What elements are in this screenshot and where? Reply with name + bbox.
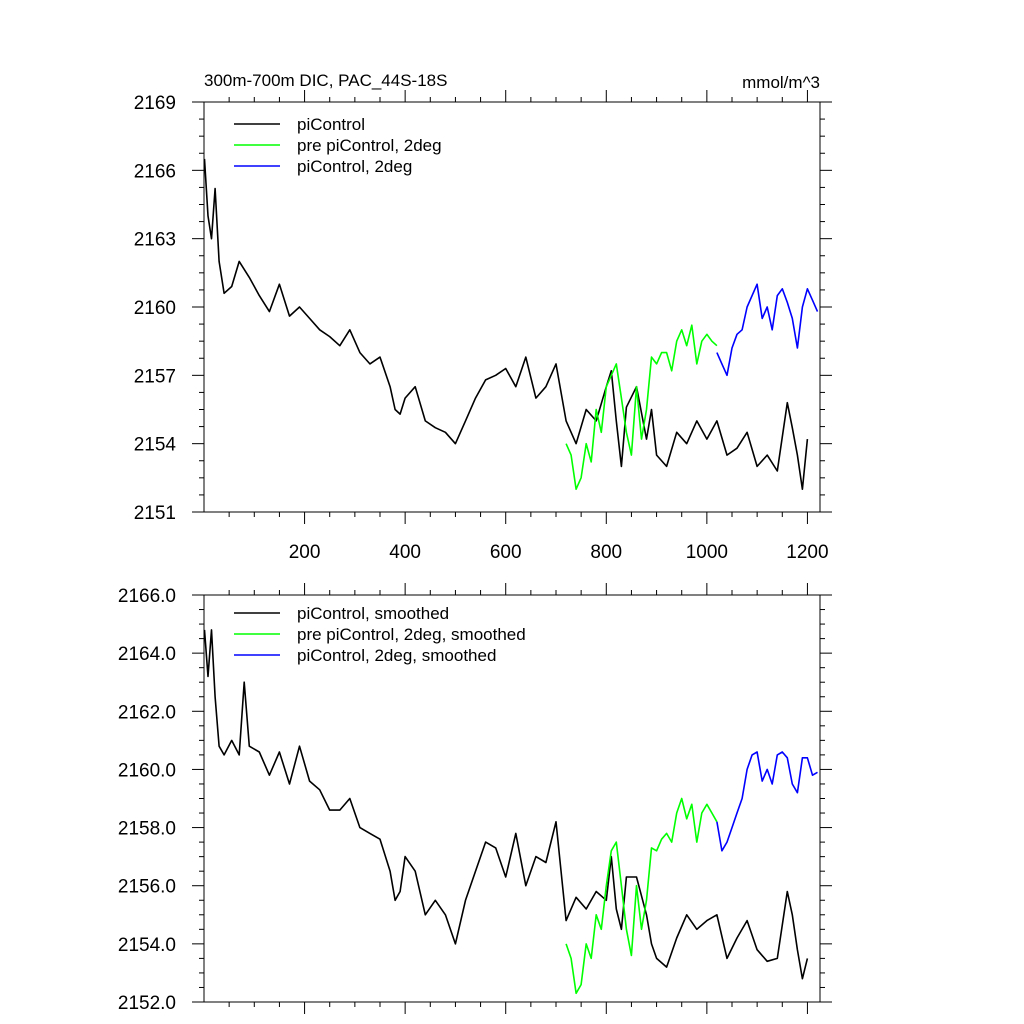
legend-label: pre piControl, 2deg, smoothed [297, 625, 526, 644]
x-tick-label: 1200 [786, 542, 828, 563]
x-tick-label: 200 [289, 542, 321, 563]
y-tick-label: 2154.0 [118, 935, 176, 956]
axis-ticks: 2152.0 2154.0 2156.0 2158.0 2160.0 2162.0 2164… [118, 583, 832, 1014]
y-tick-label: 2166.0 [118, 586, 176, 607]
x-tick-label: 800 [590, 542, 622, 563]
legend: piControl, smoothed pre piControl, 2deg, … [234, 604, 526, 665]
y-tick-label: 2156.0 [118, 877, 176, 898]
y-tick-label: 2158.0 [118, 819, 176, 840]
series-line-0 [203, 158, 809, 491]
x-tick-label: 400 [389, 542, 421, 563]
legend-label: piControl, smoothed [297, 604, 449, 623]
panel-raw: 300m-700m DIC, PAC_44S-18S mmol/m^3 200 4… [134, 71, 832, 563]
series-line-1 [565, 324, 718, 491]
x-tick-label: 1000 [686, 542, 728, 563]
legend-label: piControl, 2deg, smoothed [297, 646, 496, 665]
series-line-1 [565, 797, 718, 995]
series-line-2 [716, 751, 818, 852]
y-tick-label: 2157 [134, 366, 176, 387]
y-tick-label: 2164.0 [118, 644, 176, 665]
y-tick-label: 2160 [134, 298, 176, 319]
series-group [203, 629, 818, 995]
legend-label: piControl [297, 115, 365, 134]
y-tick-label: 2166 [134, 161, 176, 182]
y-tick-label: 2163 [134, 230, 176, 251]
legend-label: pre piControl, 2deg [297, 136, 442, 155]
panel-smoothed: 2152.0 2154.0 2156.0 2158.0 2160.0 2162.0 2164… [118, 583, 832, 1014]
series-group [203, 158, 819, 491]
series-line-0 [203, 629, 809, 980]
units-label: mmol/m^3 [742, 73, 820, 92]
series-line-2 [716, 283, 819, 377]
y-tick-label: 2160.0 [118, 760, 176, 781]
y-tick-label: 2152.0 [118, 993, 176, 1014]
y-tick-label: 2162.0 [118, 702, 176, 723]
legend: piControl pre piControl, 2deg piControl, 2… [234, 115, 442, 176]
chart-title: 300m-700m DIC, PAC_44S-18S [204, 71, 447, 90]
axis-ticks: 200 400 600 800 1000 1200 2151 2154 2157 2160 2163… [134, 90, 832, 563]
y-tick-label: 2151 [134, 503, 176, 524]
legend-label: piControl, 2deg [297, 157, 412, 176]
y-tick-label: 2169 [134, 93, 176, 114]
x-tick-label: 600 [490, 542, 522, 563]
y-tick-label: 2154 [134, 435, 177, 456]
